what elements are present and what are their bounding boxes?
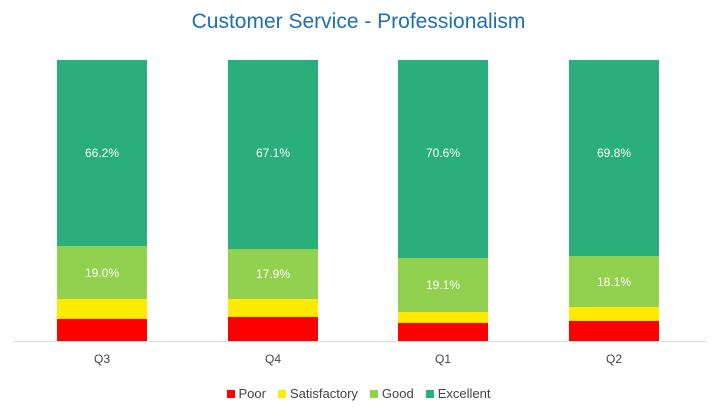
legend-swatch-icon [425,389,434,398]
data-label: 67.1% [255,146,291,161]
bar-segment-poor [569,320,659,341]
data-label: 19.1% [425,278,461,293]
data-label: 19.0% [84,265,120,280]
legend-item-good: Good [369,386,414,401]
data-label: 17.9% [255,266,291,281]
bar-segment-satisfactory [398,312,488,323]
bar-segment-satisfactory [569,307,659,321]
x-tick-label: Q1 [434,352,451,366]
legend-item-poor: Poor [226,386,266,401]
legend-label: Poor [238,386,266,401]
bar-q1: 19.1% 70.6% [398,60,488,341]
x-axis-line [14,341,706,342]
bar-q4: 17.9% 67.1% [228,60,318,341]
legend-label: Satisfactory [289,386,358,401]
data-label: 70.6% [425,146,461,161]
legend-swatch-icon [226,389,235,398]
bar-q3: 19.0% 66.2% [57,60,147,341]
bar-q2: 18.1% 69.8% [569,60,659,341]
legend-item-satisfactory: Satisfactory [277,386,358,401]
bar-segment-good: 18.1% [569,256,659,308]
legend-label: Good [381,386,414,401]
x-tick-label: Q2 [605,352,622,366]
bar-segment-excellent: 66.2% [57,60,147,247]
data-label: 69.8% [596,146,632,161]
bar-segment-poor [228,317,318,341]
data-label: 18.1% [596,274,632,289]
data-label: 66.2% [84,146,120,161]
x-tick-label: Q3 [93,352,110,366]
legend-label: Excellent [437,386,491,401]
bar-segment-good: 19.0% [57,246,147,300]
bar-segment-poor [57,319,147,341]
chart-title: Customer Service - Professionalism [191,10,526,33]
bar-segment-satisfactory [57,299,147,320]
bar-segment-good: 19.1% [398,258,488,313]
bar-segment-excellent: 69.8% [569,60,659,257]
legend-swatch-icon [277,389,286,398]
bar-segment-excellent: 67.1% [228,60,318,249]
bar-segment-satisfactory [228,298,318,318]
legend-item-excellent: Excellent [425,386,491,401]
x-tick-label: Q4 [264,352,281,366]
bar-segment-excellent: 70.6% [398,60,488,259]
legend: Poor Satisfactory Good Excellent [0,386,717,401]
bar-segment-good: 17.9% [228,248,318,299]
legend-swatch-icon [369,389,378,398]
bar-segment-poor [398,322,488,341]
